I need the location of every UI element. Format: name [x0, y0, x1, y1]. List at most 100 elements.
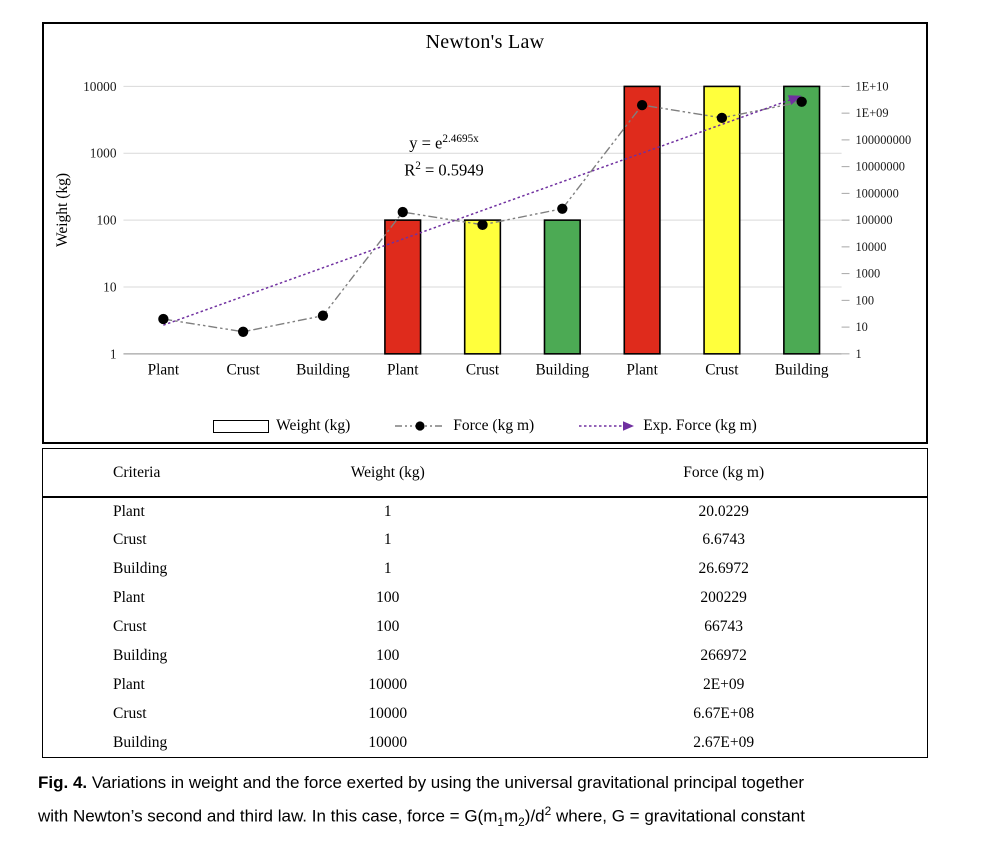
- weight-bar: [703, 85, 741, 355]
- force-marker: [636, 99, 648, 111]
- left-axis-tick-label: 100: [96, 213, 116, 228]
- trendline-equation: y = e2.4695x R2 = 0.5949: [344, 128, 544, 181]
- right-axis-tick-label: 1000000: [855, 186, 898, 200]
- table-row: Building 10000 2.67E+09: [43, 728, 927, 757]
- chart-plot-area: 10000 1000 100 10 1 1E+10 1E+09 100000000 100000…: [83, 79, 911, 379]
- legend-item-force: Force (kg m): [394, 417, 534, 435]
- criteria-cell: Plant: [113, 502, 145, 520]
- r-squared-line: R2 = 0.5949: [344, 155, 544, 182]
- force-marker: [477, 219, 488, 230]
- category-label: Plant: [626, 362, 658, 379]
- caption-line-2: with Newton’s second and third law. In t…: [38, 797, 990, 836]
- caption-sub-2: 2: [518, 815, 525, 830]
- category-label: Plant: [387, 362, 419, 379]
- chart-title: Newton's Law: [425, 31, 545, 53]
- right-axis-tick-label: 10: [855, 320, 867, 334]
- weight-cell: 10000: [368, 733, 408, 751]
- table-header-row: Criteria Weight (kg) Force (kg m): [43, 449, 927, 497]
- right-axis-tick-label: 10000000: [855, 160, 905, 174]
- table-row: Crust 10000 6.67E+08: [43, 699, 927, 728]
- category-label: Crust: [227, 362, 261, 379]
- r-squared-value: = 0.5949: [420, 160, 484, 179]
- weight-cell: 10000: [368, 675, 408, 693]
- criteria-cell: Building: [113, 733, 168, 751]
- data-table: Criteria Weight (kg) Force (kg m) Plant 1…: [43, 449, 927, 757]
- legend-label-weight: Weight (kg): [276, 417, 351, 434]
- right-axis-tick-label: 100: [855, 293, 874, 307]
- exp-force-trendline: [163, 94, 802, 326]
- equation-line: y = e2.4695x: [344, 128, 544, 155]
- legend-label-force: Force (kg m): [453, 417, 535, 434]
- force-cell: 66743: [704, 617, 744, 635]
- figure-caption: Fig. 4. Variations in weight and the for…: [38, 769, 990, 836]
- caption-text-2d: where, G = gravitational constant: [551, 806, 805, 826]
- r-exponent: 2: [415, 159, 421, 172]
- force-marker: [397, 206, 408, 218]
- caption-text-2a: with Newton’s second and third law. In t…: [38, 806, 498, 826]
- criteria-cell: Crust: [113, 617, 147, 635]
- criteria-cell: Crust: [113, 531, 147, 549]
- left-axis-tick-label: 10000: [83, 79, 117, 94]
- weight-cell: 10000: [368, 704, 408, 722]
- equation-exponent: 2.4695x: [442, 133, 479, 145]
- caption-text-1: Variations in weight and the force exert…: [87, 773, 805, 792]
- force-marker: [557, 203, 568, 214]
- weight-bar-swatch-icon: [213, 419, 270, 433]
- weight-cell: 100: [376, 646, 400, 664]
- header-weight: Weight (kg): [350, 463, 425, 481]
- criteria-cell: Crust: [113, 704, 147, 722]
- force-cell: 6.6743: [702, 531, 745, 549]
- caption-sup-1: 2: [544, 804, 552, 818]
- criteria-cell: Plant: [113, 589, 145, 607]
- weight-cell: 1: [383, 502, 392, 520]
- force-cell: 2E+09: [702, 675, 745, 693]
- r-symbol: R: [404, 160, 416, 179]
- category-label: Building: [535, 362, 589, 379]
- weight-bar: [543, 219, 581, 355]
- data-table-panel: Criteria Weight (kg) Force (kg m) Plant 1…: [42, 448, 928, 758]
- caption-sub-1: 1: [497, 815, 504, 830]
- right-axis-tick-label: 1: [855, 347, 861, 361]
- force-line: [163, 101, 802, 333]
- table-row: Building 1 26.6972: [43, 555, 927, 584]
- right-axis-tick-label: 10000: [855, 240, 886, 254]
- right-axis-tick-label: 1000: [855, 267, 880, 281]
- category-label: Building: [775, 362, 829, 379]
- header-force: Force (kg m): [683, 463, 765, 481]
- force-cell: 20.0229: [698, 502, 749, 520]
- weight-cell: 100: [376, 617, 400, 635]
- chart-legend: Weight (kg) Force (kg m) Exp. Force (kg …: [44, 417, 926, 435]
- criteria-cell: Building: [113, 646, 168, 664]
- force-marker: [317, 310, 329, 321]
- header-criteria: Criteria: [113, 463, 161, 481]
- trendline-arrowhead-icon: [787, 95, 802, 105]
- left-axis-tick-label: 10: [103, 279, 117, 294]
- right-axis-tick-label: 100000: [855, 213, 892, 227]
- force-marker: [158, 313, 169, 325]
- legend-label-exp-force: Exp. Force (kg m): [643, 417, 757, 434]
- equation-base: y = e: [409, 133, 443, 153]
- table-row: Plant 10000 2E+09: [43, 670, 927, 699]
- force-cell: 2.67E+09: [693, 733, 755, 751]
- category-label: Crust: [466, 362, 500, 379]
- caption-text-2c: )/d: [524, 806, 545, 826]
- table-row: Crust 1 6.6743: [43, 526, 927, 555]
- force-cell: 266972: [700, 646, 747, 664]
- table-row: Crust 100 66743: [43, 613, 927, 642]
- force-cell: 6.67E+08: [693, 704, 755, 722]
- caption-figure-label: Fig. 4.: [38, 773, 88, 792]
- caption-text-2b: m: [504, 806, 519, 826]
- category-label: Building: [296, 362, 350, 379]
- table-row: Building 100 266972: [43, 641, 927, 670]
- force-cell: 200229: [700, 589, 747, 607]
- caption-line-1: Fig. 4. Variations in weight and the for…: [38, 769, 990, 797]
- weight-bar: [623, 85, 661, 355]
- left-axis-tick-label: 1000: [90, 146, 117, 161]
- table-row: Plant 1 20.0229: [43, 497, 927, 526]
- force-line-swatch-icon: [395, 421, 446, 431]
- table-row: Plant 100 200229: [43, 584, 927, 613]
- right-axis-tick-label: 1E+10: [855, 79, 888, 93]
- chart-panel: 10000 1000 100 10 1 1E+10 1E+09 100000000 100000…: [42, 22, 928, 444]
- force-marker: [237, 326, 249, 337]
- legend-item-weight: Weight (kg): [213, 417, 350, 435]
